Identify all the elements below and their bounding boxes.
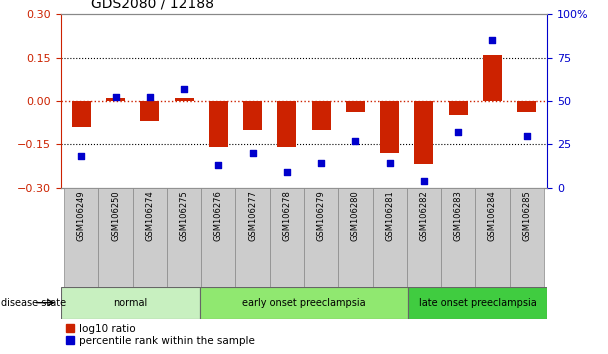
Bar (243, 101, 262, 130)
Bar (415, 101, 434, 165)
Bar (72, 101, 91, 127)
Text: GSM106280: GSM106280 (351, 190, 360, 241)
Text: GSM106250: GSM106250 (111, 190, 120, 241)
Bar (98, 188, 133, 287)
Point (282, 169, 292, 175)
Text: GSM106275: GSM106275 (179, 190, 188, 241)
Text: GSM106282: GSM106282 (420, 190, 429, 241)
Text: GSM106279: GSM106279 (317, 190, 326, 241)
Bar (408, 287, 547, 319)
Bar (449, 101, 468, 115)
Bar (483, 55, 502, 101)
Legend: log10 ratio, percentile rank within the sample: log10 ratio, percentile rank within the … (66, 324, 254, 346)
Point (351, 138, 361, 144)
Point (522, 133, 531, 138)
Text: GSM106249: GSM106249 (77, 190, 86, 241)
Point (385, 160, 395, 166)
Text: GSM106283: GSM106283 (454, 190, 463, 241)
Bar (235, 188, 270, 287)
Text: GSM106285: GSM106285 (522, 190, 531, 241)
Point (213, 162, 223, 168)
Bar (373, 188, 407, 287)
Bar (312, 101, 331, 130)
Point (145, 95, 154, 100)
Bar (517, 101, 536, 113)
Bar (304, 188, 338, 287)
Text: normal: normal (113, 298, 147, 308)
Bar (209, 101, 228, 147)
Bar (167, 188, 201, 287)
Bar (270, 188, 304, 287)
Point (454, 129, 463, 135)
Bar (201, 188, 235, 287)
Point (247, 150, 257, 156)
Bar (475, 188, 510, 287)
Point (77, 154, 86, 159)
Text: late onset preeclampsia: late onset preeclampsia (419, 298, 537, 308)
Bar (133, 188, 167, 287)
Bar (407, 188, 441, 287)
Bar (200, 287, 408, 319)
Bar (61, 287, 200, 319)
Bar (174, 98, 193, 101)
Bar (277, 101, 296, 147)
Point (419, 178, 429, 183)
Bar (510, 188, 544, 287)
Text: GDS2080 / 12188: GDS2080 / 12188 (91, 0, 214, 11)
Bar (346, 101, 365, 113)
Bar (441, 188, 475, 287)
Text: GSM106276: GSM106276 (214, 190, 223, 241)
Text: early onset preeclampsia: early onset preeclampsia (242, 298, 366, 308)
Text: GSM106278: GSM106278 (282, 190, 291, 241)
Bar (64, 188, 98, 287)
Bar (106, 98, 125, 101)
Bar (338, 188, 373, 287)
Point (179, 86, 189, 92)
Bar (380, 101, 399, 153)
Bar (140, 101, 159, 121)
Text: disease state: disease state (1, 298, 66, 308)
Text: GSM106281: GSM106281 (385, 190, 394, 241)
Point (488, 37, 497, 43)
Text: GSM106274: GSM106274 (145, 190, 154, 241)
Text: GSM106284: GSM106284 (488, 190, 497, 241)
Text: GSM106277: GSM106277 (248, 190, 257, 241)
Point (111, 95, 120, 100)
Point (316, 160, 326, 166)
